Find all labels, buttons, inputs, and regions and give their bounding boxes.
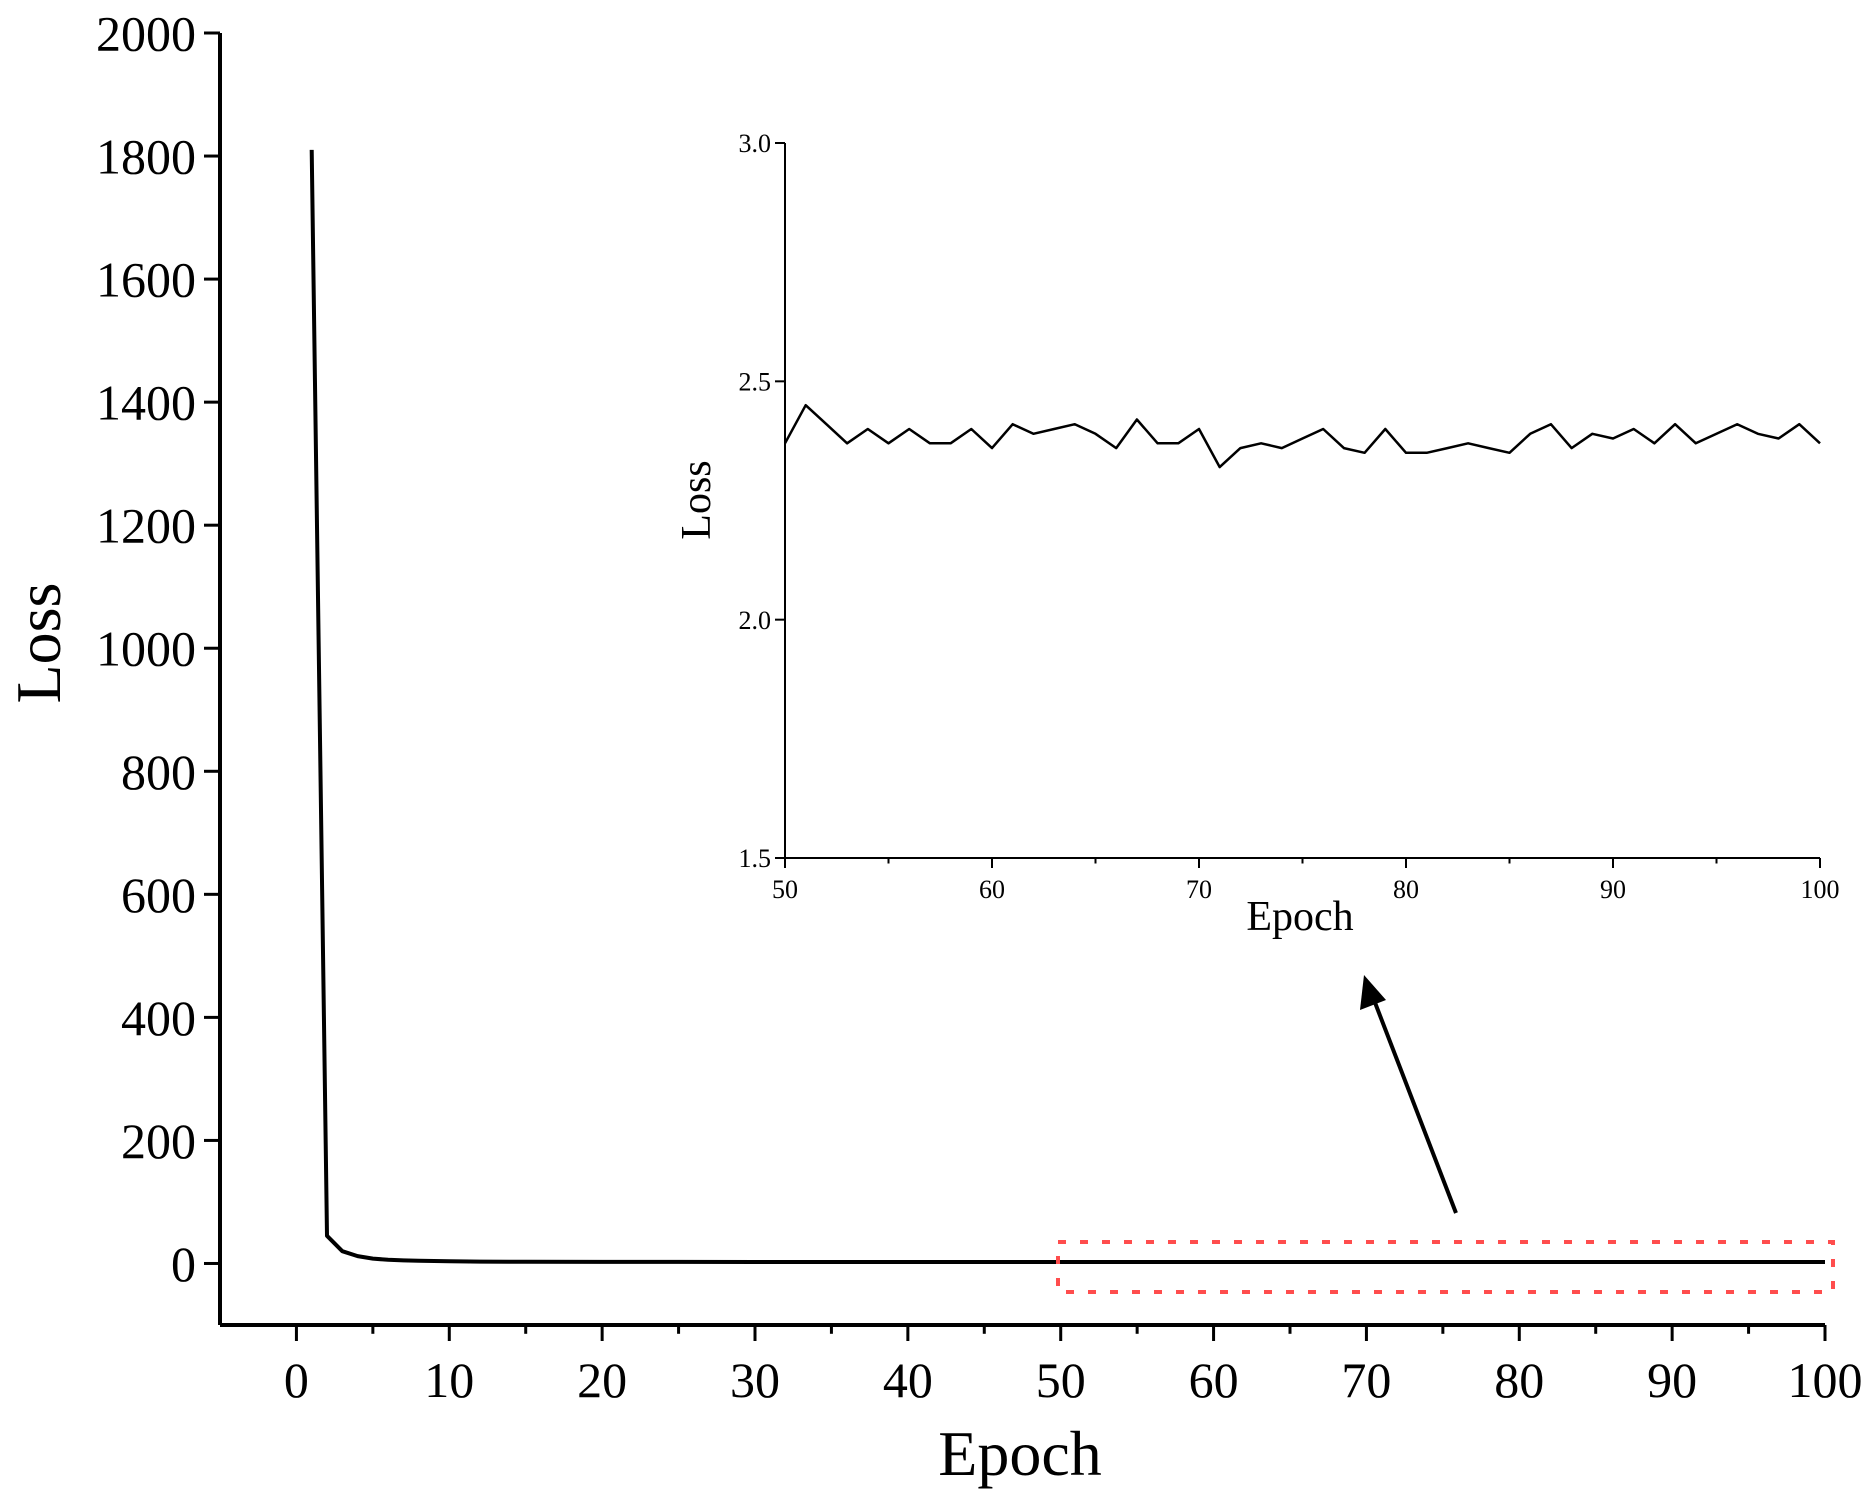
main-chart: 0 10 20 30 40 50 60 70 80 90 100020040060080010001…: [3, 6, 1863, 1490]
main-x-tick-label: 50: [1036, 1352, 1086, 1408]
main-x-tick-label: 20: [577, 1352, 627, 1408]
main-y-tick-label: 1200: [96, 498, 196, 554]
main-y-tick-label: 0: [171, 1236, 196, 1292]
main-y-tick-label: 200: [121, 1113, 196, 1169]
main-x-axis-title: Epoch: [938, 1418, 1102, 1489]
inset-ticks: 50 60 70 80 90 100 1.5 2.0 2.5 3.0: [739, 129, 1840, 904]
inset-loss-line: [783, 403, 1821, 469]
inset-y-axis-title: Loss: [674, 460, 720, 539]
main-x-tick-label: 40: [883, 1352, 933, 1408]
inset-y-tick-label: 2.5: [739, 367, 772, 396]
main-y-tick-label: 1000: [96, 621, 196, 677]
main-x-tick-label: 90: [1647, 1352, 1697, 1408]
inset-x-tick-label: 80: [1393, 875, 1419, 904]
inset-x-tick-label: 50: [772, 875, 798, 904]
main-y-tick-label: 1400: [96, 375, 196, 431]
main-y-tick-label: 600: [121, 867, 196, 923]
main-x-tick-label: 10: [424, 1352, 474, 1408]
main-loss-line: [309, 149, 1825, 1264]
inset-y-tick-label: 1.5: [739, 844, 772, 873]
main-series: [309, 149, 1825, 1264]
inset-x-tick-label: 90: [1600, 875, 1626, 904]
main-y-tick-label: 2000: [96, 6, 196, 62]
main-x-tick-label: 60: [1189, 1352, 1239, 1408]
main-x-tick-label: 70: [1341, 1352, 1391, 1408]
main-y-tick-label: 800: [121, 744, 196, 800]
main-x-tick-label: 0: [284, 1352, 309, 1408]
inset-x-tick-label: 60: [979, 875, 1005, 904]
inset-y-tick-label: 2.0: [739, 606, 772, 635]
inset-chart: 50 60 70 80 90 100 1.5 2.0 2.5 3.0 Epoch Loss: [674, 129, 1840, 940]
main-y-tick-label: 1600: [96, 252, 196, 308]
inset-x-tick-label: 70: [1186, 875, 1212, 904]
zoom-arrow: [1360, 975, 1458, 1214]
inset-x-axis-title: Epoch: [1246, 894, 1353, 940]
zoom-highlight-box: [1056, 1240, 1835, 1294]
inset-axes: [784, 143, 1820, 859]
main-y-axis-title: Loss: [3, 583, 74, 704]
main-axes: [218, 33, 1825, 1327]
inset-x-tick-label: 100: [1801, 875, 1840, 904]
main-y-tick-label: 1800: [96, 129, 196, 185]
inset-series: [783, 403, 1821, 469]
main-x-tick-label: 100: [1788, 1352, 1863, 1408]
main-y-tick-label: 400: [121, 990, 196, 1046]
main-x-tick-label: 30: [730, 1352, 780, 1408]
main-ticks: 0 10 20 30 40 50 60 70 80 90 100020040060080010001…: [96, 6, 1863, 1409]
main-x-tick-label: 80: [1494, 1352, 1544, 1408]
inset-y-tick-label: 3.0: [739, 129, 772, 158]
